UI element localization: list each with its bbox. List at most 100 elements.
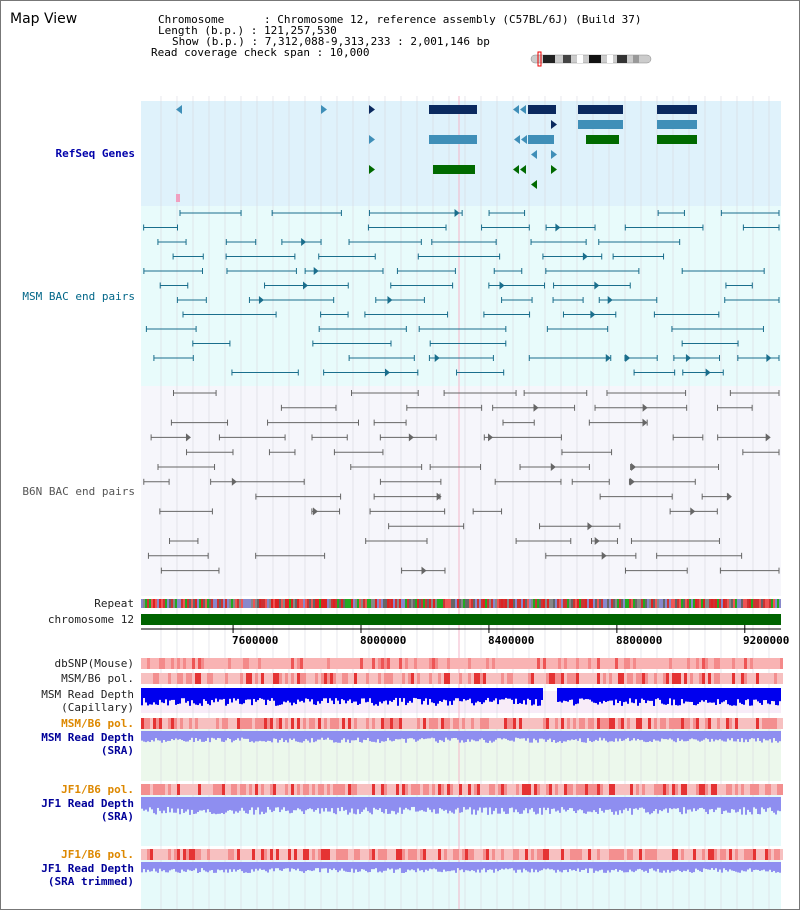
repeat-segment	[513, 599, 515, 608]
depth-bar	[425, 688, 427, 699]
heat-cell	[672, 849, 675, 860]
repeat-segment	[439, 599, 441, 608]
depth-bar	[503, 731, 505, 739]
heat-cell	[414, 784, 417, 795]
heat-cell	[393, 849, 396, 860]
depth-bar	[155, 797, 157, 815]
depth-bar	[219, 797, 221, 814]
depth-bar	[405, 862, 407, 873]
heat-cell	[723, 849, 726, 860]
depth-bar	[589, 731, 591, 741]
depth-bar	[241, 688, 243, 705]
heat-cell	[747, 658, 750, 669]
depth-bar	[751, 688, 753, 706]
repeat-segment	[551, 599, 553, 608]
depth-bar	[251, 797, 253, 808]
depth-bar	[693, 731, 695, 740]
depth-bar	[729, 862, 731, 870]
depth-bar	[293, 688, 295, 703]
depth-bar	[223, 862, 225, 873]
depth-bar	[361, 862, 363, 870]
heat-cell	[708, 658, 711, 669]
gene-arrow	[551, 120, 557, 129]
depth-bar	[199, 797, 201, 811]
heat-cell	[147, 673, 150, 684]
heat-cell	[447, 673, 450, 684]
heat-cell	[585, 673, 588, 684]
depth-bar	[283, 862, 285, 869]
heat-cell	[534, 673, 537, 684]
heat-cell	[498, 849, 501, 860]
heat-cell	[162, 849, 165, 860]
depth-bar	[399, 688, 401, 699]
depth-bar	[599, 688, 601, 702]
depth-bar	[585, 797, 587, 814]
heat-cell	[486, 658, 489, 669]
depth-bar	[265, 797, 267, 813]
depth-bar	[183, 731, 185, 742]
depth-bar	[523, 862, 525, 869]
depth-bar	[681, 688, 683, 700]
depth-bar	[161, 862, 163, 872]
depth-bar	[547, 731, 549, 740]
depth-bar	[697, 688, 699, 704]
heat-cell	[690, 658, 693, 669]
chromosome-ideogram[interactable]	[529, 51, 654, 67]
heat-cell	[360, 784, 363, 795]
heat-cell	[381, 849, 384, 860]
depth-bar	[739, 731, 741, 742]
depth-bar	[743, 731, 745, 743]
heat-cell	[402, 673, 405, 684]
heat-cell	[690, 849, 693, 860]
repeat-segment	[591, 599, 593, 608]
depth-bar	[343, 862, 345, 871]
depth-bar	[299, 797, 301, 810]
depth-bar	[775, 688, 777, 706]
heat-cell	[366, 718, 369, 729]
repeat-segment	[553, 599, 555, 608]
depth-bar	[379, 862, 381, 872]
heat-cell	[426, 658, 429, 669]
depth-bar	[253, 862, 255, 872]
repeat-segment	[777, 599, 779, 608]
depth-bar	[327, 731, 329, 738]
heat-cell	[690, 673, 693, 684]
depth-bar	[201, 731, 203, 742]
depth-bar	[723, 731, 725, 742]
depth-bar	[421, 688, 423, 705]
chromosome-bar	[141, 614, 781, 625]
repeat-segment	[563, 599, 565, 608]
depth-bar	[617, 862, 619, 872]
depth-bar	[391, 688, 393, 702]
heat-cell	[498, 673, 501, 684]
heat-cell	[648, 673, 651, 684]
heat-cell	[258, 673, 261, 684]
heat-cell	[288, 673, 291, 684]
heat-cell	[273, 658, 276, 669]
msm-bac-pair-arrow	[301, 238, 307, 246]
heat-cell	[438, 784, 441, 795]
heat-cell	[420, 849, 423, 860]
repeat-segment	[727, 599, 729, 608]
depth-bar	[587, 731, 589, 739]
depth-bar	[491, 862, 493, 870]
b6n-bac-label: B6N BAC end pairs	[22, 485, 135, 498]
depth-bar	[739, 688, 741, 703]
heat-cell	[285, 849, 288, 860]
heat-cell	[759, 658, 762, 669]
heat-cell	[756, 784, 759, 795]
depth-bar	[463, 688, 465, 700]
heat-cell	[267, 718, 270, 729]
heat-cell	[429, 658, 432, 669]
depth-bar	[515, 731, 517, 738]
depth-bar	[637, 731, 639, 739]
heat-cell	[255, 849, 258, 860]
heat-cell	[345, 784, 348, 795]
depth-bar	[359, 731, 361, 742]
depth-bar	[733, 731, 735, 742]
depth-bar	[279, 731, 281, 740]
depth-bar	[775, 862, 777, 873]
heat-cell	[513, 784, 516, 795]
depth-bar	[229, 797, 231, 810]
